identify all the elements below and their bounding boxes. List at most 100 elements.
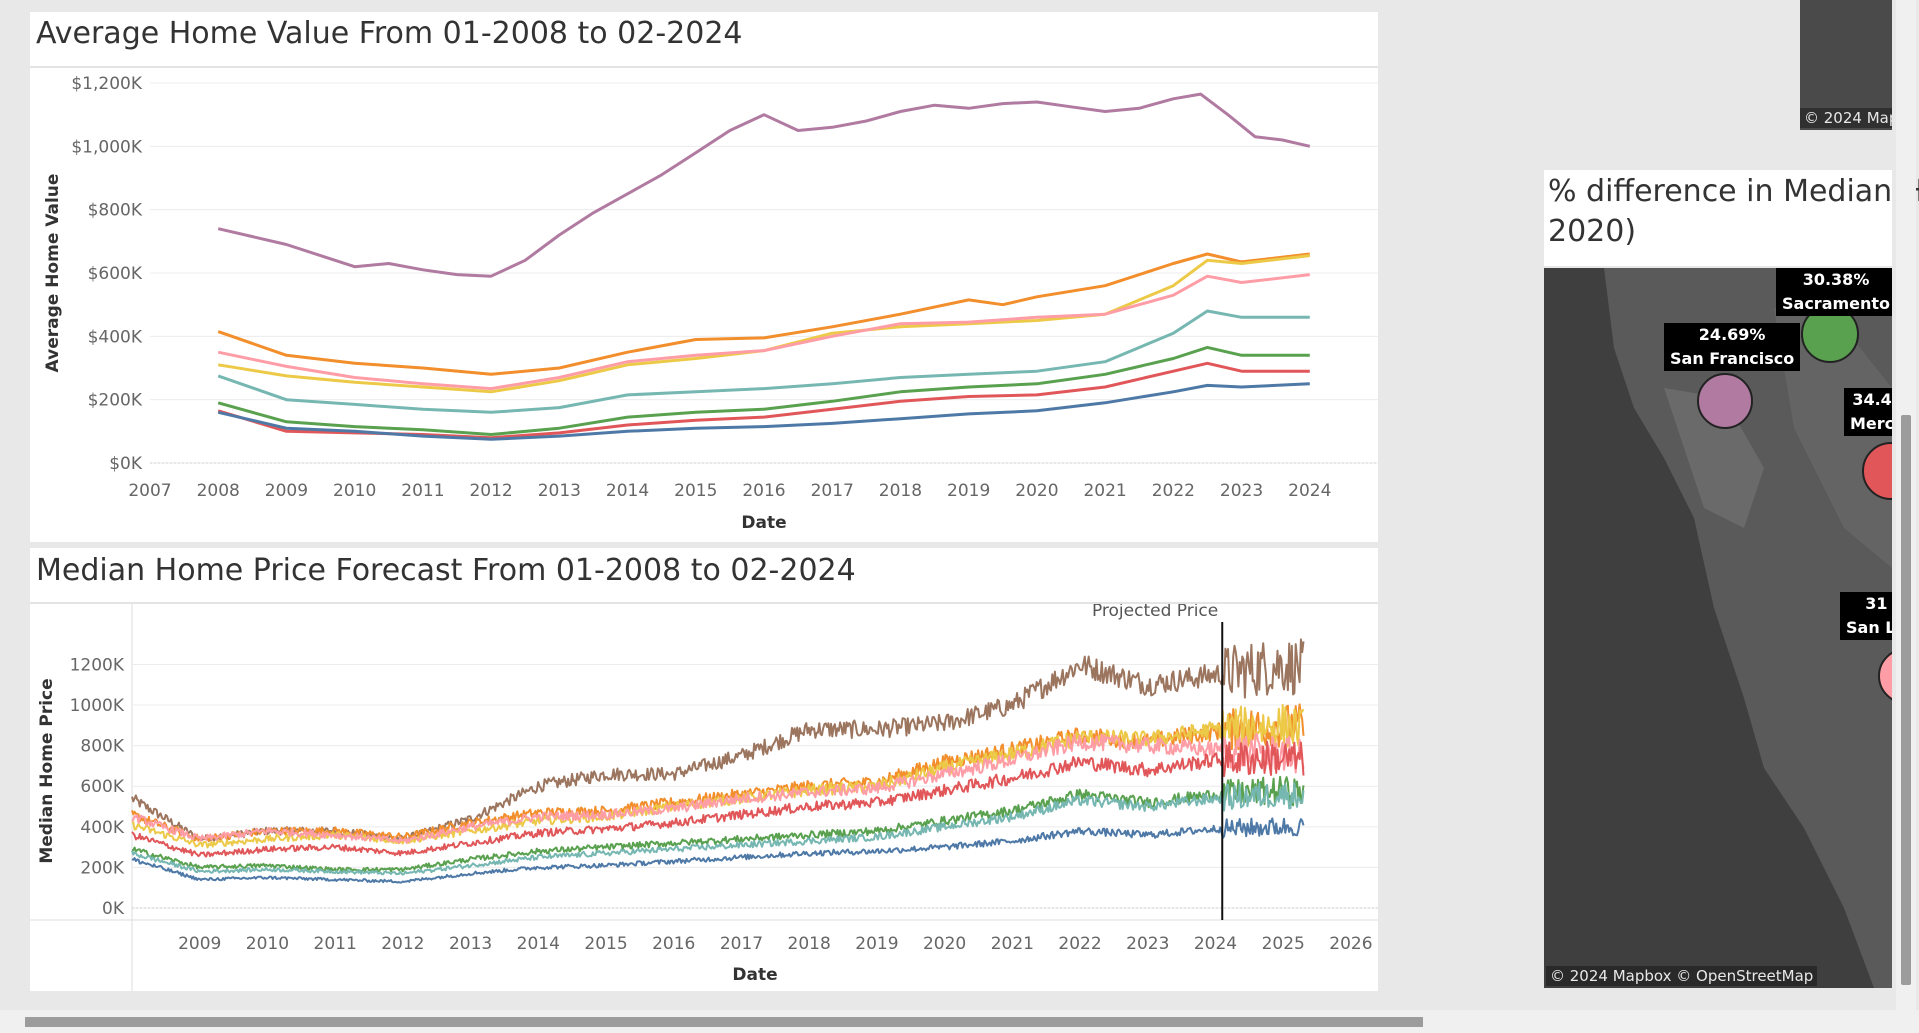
y-tick-label: 0K — [102, 899, 125, 919]
x-tick-label: 2012 — [469, 481, 512, 501]
x-tick-label: 2019 — [947, 481, 990, 501]
x-tick-label: 2020 — [923, 934, 966, 954]
x-tick-label: 2008 — [197, 481, 240, 501]
y-tick-label: $0K — [109, 454, 143, 474]
map-label-san-francisco-city: San Francisco — [1670, 349, 1795, 368]
top-chart-title: Average Home Value From 01-2008 to 02-20… — [36, 16, 743, 51]
x-tick-label: 2016 — [652, 934, 695, 954]
map-label-sacramento: 30.38% Sacramento — [1776, 268, 1892, 316]
x-tick-label: 2022 — [1152, 481, 1195, 501]
x-tick-label: 2020 — [1015, 481, 1058, 501]
x-tick-label: 2010 — [246, 934, 289, 954]
map-terrain — [1604, 268, 1892, 988]
series-line — [131, 732, 1305, 844]
x-tick-label: 2011 — [401, 481, 444, 501]
x-axis-title: Date — [732, 965, 777, 985]
series-line — [217, 252, 1310, 376]
y-tick-label: 200K — [80, 858, 124, 878]
vertical-scrollbar-thumb[interactable] — [1901, 415, 1911, 985]
y-axis-title: Average Home Value — [43, 174, 63, 373]
y-tick-label: $600K — [88, 264, 143, 284]
bottom-chart-title: Median Home Price Forecast From 01-2008 … — [36, 553, 856, 588]
x-tick-label: 2026 — [1329, 934, 1372, 954]
vertical-scrollbar-track[interactable] — [1896, 0, 1916, 1010]
series-line — [217, 309, 1310, 414]
y-tick-label: $1,200K — [71, 74, 142, 94]
x-tick-label: 2025 — [1262, 934, 1305, 954]
x-tick-label: 2017 — [811, 481, 854, 501]
y-tick-label: $1,000K — [71, 137, 142, 157]
series-line — [217, 345, 1310, 436]
x-tick-label: 2017 — [720, 934, 763, 954]
map-attribution: © 2024 Mapbox © OpenStreetMap — [1546, 966, 1818, 986]
map-label-sacramento-city: Sacramento — [1782, 294, 1891, 313]
x-tick-label: 2021 — [1083, 481, 1126, 501]
horizontal-scrollbar-track[interactable] — [0, 1010, 1919, 1033]
top-title-divider — [30, 66, 1378, 68]
top-chart-panel — [30, 12, 1378, 542]
series-line — [217, 382, 1310, 441]
average-home-value-chart[interactable]: $0K $200K $400K $600K $800K $1,000K $1,200K 200… — [30, 68, 1378, 542]
x-tick-label: 2018 — [788, 934, 831, 954]
x-tick-label: 2015 — [674, 481, 717, 501]
map-label-merced-city: Merc — [1850, 414, 1892, 433]
x-tick-label: 2024 — [1288, 481, 1331, 501]
x-tick-label: 2018 — [879, 481, 922, 501]
series-line — [217, 273, 1310, 391]
x-tick-label: 2019 — [855, 934, 898, 954]
x-tick-label: 2013 — [538, 481, 581, 501]
top-map-sliver[interactable]: © 2024 Map — [1800, 0, 1892, 130]
x-tick-label: 2015 — [584, 934, 627, 954]
y-tick-label: 400K — [80, 818, 124, 838]
y-tick-label: $200K — [88, 391, 143, 411]
x-tick-label: 2013 — [449, 934, 492, 954]
y-tick-label: 600K — [80, 777, 124, 797]
series-line — [131, 782, 1305, 876]
series-line — [131, 703, 1305, 849]
x-tick-label: 2021 — [991, 934, 1034, 954]
x-tick-label: 2014 — [517, 934, 560, 954]
map-label-san-luis-obispo-pct: 31 — [1865, 594, 1888, 613]
y-tick-label: $800K — [88, 201, 143, 221]
x-tick-label: 2014 — [606, 481, 649, 501]
x-tick-label: 2007 — [128, 481, 171, 501]
bottom-title-divider — [30, 602, 1378, 604]
series-line — [217, 92, 1311, 278]
map-title-panel — [1544, 170, 1892, 266]
series-line — [131, 638, 1305, 843]
map-title-line1: % difference in Median H — [1548, 174, 1919, 209]
x-tick-label: 2010 — [333, 481, 376, 501]
x-tick-label: 2009 — [178, 934, 221, 954]
map-label-san-francisco: 24.69% San Francisco — [1664, 323, 1801, 371]
top-map-attribution: © 2024 Map — [1800, 108, 1892, 128]
map-label-san-luis-obispo-city: San Lu — [1846, 618, 1892, 637]
x-tick-label: 2024 — [1194, 934, 1237, 954]
x-tick-label: 2009 — [265, 481, 308, 501]
map-label-san-francisco-pct: 24.69% — [1698, 325, 1766, 344]
x-axis-title: Date — [741, 513, 786, 533]
map-label-san-luis-obispo: 31 San Lu — [1840, 592, 1892, 640]
x-tick-label: 2022 — [1058, 934, 1101, 954]
x-tick-label: 2023 — [1220, 481, 1263, 501]
median-price-map[interactable]: 30.38% Sacramento 24.69% San Francisco 3… — [1544, 268, 1892, 988]
map-label-merced: 34.4 Merc — [1844, 388, 1892, 436]
y-tick-label: 1200K — [70, 655, 125, 675]
x-tick-label: 2023 — [1126, 934, 1169, 954]
median-home-price-forecast-chart[interactable]: 0K 200K 400K 600K 800K 1000K 1200K 2009 2010 2011… — [30, 604, 1378, 991]
x-tick-label: 2012 — [381, 934, 424, 954]
map-label-merced-pct: 34.4 — [1852, 390, 1892, 409]
projected-price-annotation: Projected Price — [1092, 604, 1218, 621]
map-marker-san-francisco[interactable] — [1697, 373, 1753, 429]
map-title-line2: 2020) — [1548, 214, 1637, 249]
series-line — [217, 254, 1310, 394]
map-label-sacramento-pct: 30.38% — [1802, 270, 1870, 289]
series-line — [131, 817, 1305, 884]
y-tick-label: $400K — [88, 327, 143, 347]
x-tick-label: 2016 — [742, 481, 785, 501]
series-line — [131, 775, 1305, 873]
horizontal-scrollbar-thumb[interactable] — [25, 1017, 1423, 1027]
x-tick-label: 2011 — [314, 934, 357, 954]
y-tick-label: 1000K — [70, 696, 125, 716]
series-line — [131, 740, 1305, 858]
y-tick-label: 800K — [80, 737, 124, 757]
